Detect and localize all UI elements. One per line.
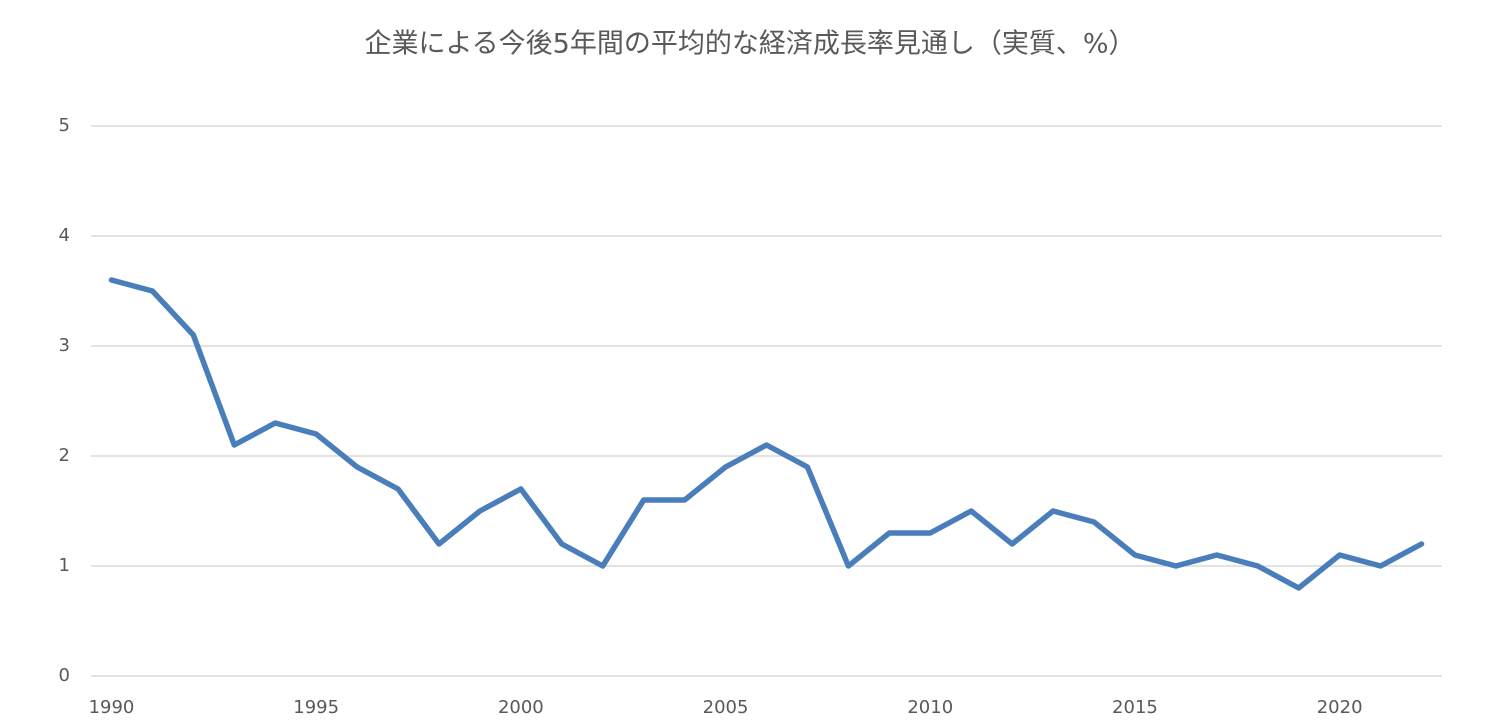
x-tick-label: 2000	[498, 697, 544, 718]
x-tick-label: 2015	[1112, 697, 1158, 718]
y-tick-label: 3	[59, 335, 70, 356]
y-tick-label: 5	[59, 115, 70, 136]
x-tick-label: 1995	[293, 697, 339, 718]
chart-title: 企業による今後5年間の平均的な経済成長率見通し（実質、%）	[364, 29, 1135, 60]
y-tick-label: 4	[59, 225, 70, 246]
x-tick-label: 2005	[703, 697, 749, 718]
y-tick-label: 2	[59, 445, 70, 466]
x-tick-label: 2010	[907, 697, 953, 718]
data-line	[108, 277, 1425, 591]
y-tick-label: 0	[59, 665, 70, 686]
x-tick-label: 1990	[89, 697, 135, 718]
y-tick-label: 1	[59, 555, 70, 576]
x-tick-label: 2020	[1317, 697, 1363, 718]
